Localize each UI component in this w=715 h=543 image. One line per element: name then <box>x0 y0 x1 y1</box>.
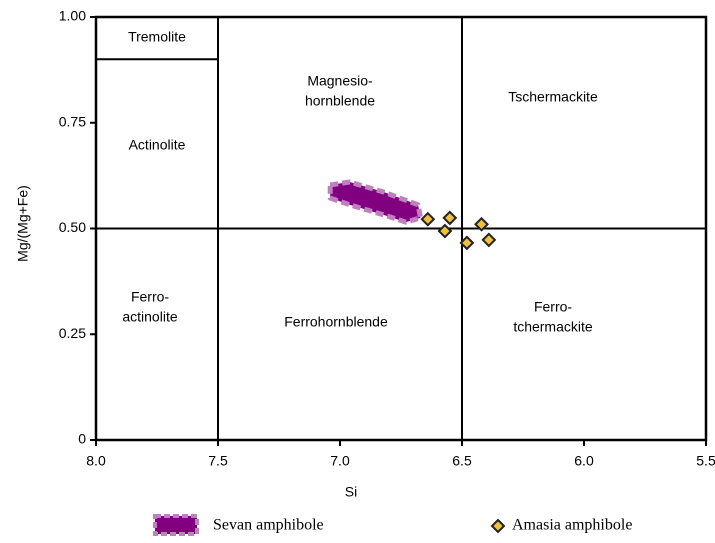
field-label: Tschermackite <box>508 89 598 105</box>
y-tick-label: 0.50 <box>59 219 86 235</box>
y-tick-label: 0.25 <box>59 325 86 341</box>
y-tick-label: 1.00 <box>59 8 86 24</box>
field-label: Ferro- <box>131 289 169 305</box>
field-label: Magnesio- <box>307 73 373 89</box>
x-tick-label: 7.5 <box>208 453 228 469</box>
legend-label: Sevan amphibole <box>213 517 324 534</box>
x-tick-label: 7.0 <box>330 453 350 469</box>
field-label: hornblende <box>305 93 375 109</box>
field-label: tchermackite <box>513 319 593 335</box>
x-tick-label: 8.0 <box>86 453 106 469</box>
amasia-point <box>420 211 436 227</box>
y-tick-label: 0.75 <box>59 113 86 129</box>
legend-swatch <box>153 514 199 536</box>
legend-swatch <box>490 518 506 534</box>
field-label: actinolite <box>122 309 177 325</box>
y-tick-label: 0 <box>78 431 86 447</box>
field-label: Ferro- <box>534 299 572 315</box>
x-tick-label: 6.0 <box>574 453 594 469</box>
amasia-point <box>474 216 489 232</box>
field-label: Tremolite <box>128 29 186 45</box>
sevan-region <box>327 179 424 225</box>
amasia-point <box>459 235 475 251</box>
amasia-point <box>481 232 497 248</box>
amasia-point <box>442 210 458 226</box>
y-axis-label: Mg/(Mg+Fe) <box>15 185 31 262</box>
legend-label: Amasia amphibole <box>512 517 632 534</box>
amasia-point <box>437 223 453 239</box>
field-label: Ferrohornblende <box>284 314 388 330</box>
x-tick-label: 5.5 <box>696 453 715 469</box>
x-axis-label: Si <box>345 484 357 500</box>
x-tick-label: 6.5 <box>452 453 472 469</box>
field-label: Actinolite <box>129 137 186 153</box>
